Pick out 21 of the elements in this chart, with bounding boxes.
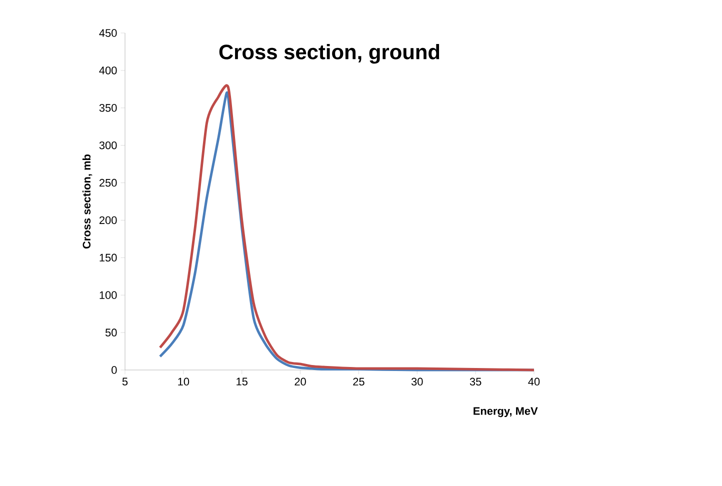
- x-tick-label: 25: [353, 378, 364, 386]
- y-tick-label: 350: [99, 104, 117, 112]
- y-axis-title: Cross section, mb: [82, 154, 92, 249]
- y-tick-label: 150: [100, 254, 117, 262]
- y-tick-label: 300: [99, 141, 117, 150]
- x-axis-title: Energy, MeV: [474, 407, 538, 418]
- y-tick-label: 200: [99, 216, 117, 224]
- chart-title: Cross section, ground: [219, 44, 440, 64]
- y-tick-label: 450: [99, 29, 117, 37]
- x-tick-label: 35: [470, 378, 482, 386]
- x-tick-label: 15: [236, 378, 248, 386]
- x-tick-label: 10: [178, 378, 190, 386]
- y-tick-label: 100: [100, 291, 117, 299]
- x-tick-label: 40: [528, 378, 540, 386]
- x-tick-label: 30: [411, 378, 423, 386]
- x-tick-label: 5: [122, 378, 128, 386]
- y-tick-label: 50: [105, 328, 117, 336]
- y-tick-label: 400: [99, 66, 117, 74]
- x-tick-label: 20: [294, 378, 306, 386]
- y-tick-label: 0: [112, 366, 117, 374]
- y-tick-label: 250: [99, 178, 117, 187]
